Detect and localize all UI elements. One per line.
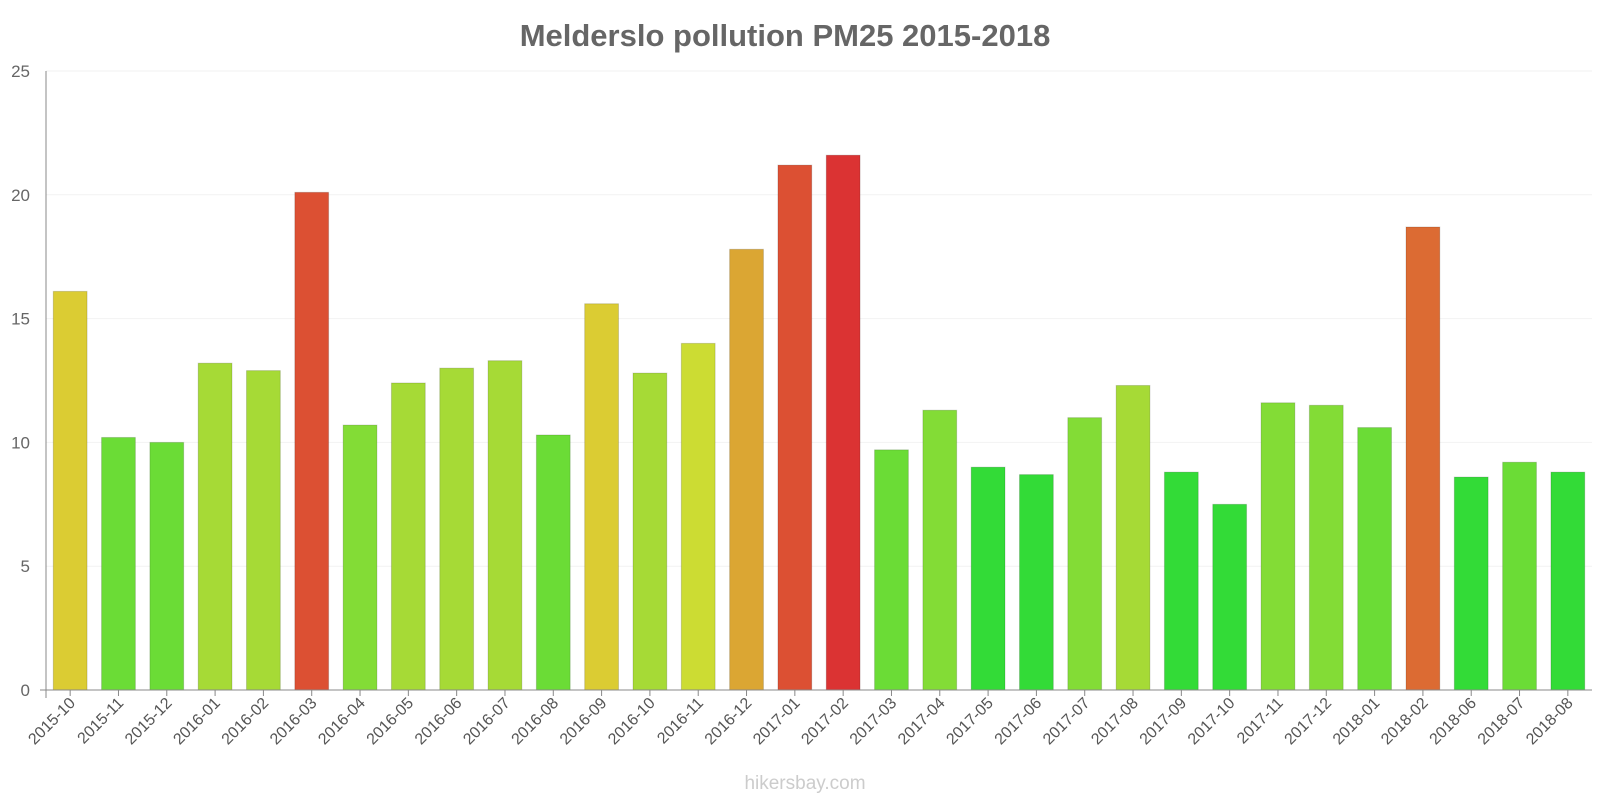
y-tick-label: 10 xyxy=(11,433,30,452)
bar-2018-02: 2018-02: 18.7 xyxy=(1405,226,1441,691)
x-tick-label: 2017-05 xyxy=(943,695,997,749)
bar-2017-02: 2017-02: 21.6 xyxy=(825,154,861,691)
x-tick-label: 2015-11 xyxy=(75,695,128,748)
y-tick-label: 5 xyxy=(21,557,30,576)
bar-2017-04: 2017-04: 11.3 xyxy=(922,409,958,691)
x-tick-label: 2016-03 xyxy=(267,695,321,749)
bar-2017-01: 2017-01: 21.2 xyxy=(777,164,813,691)
x-tick-label: 2018-01 xyxy=(1330,695,1384,749)
x-tick-label: 2016-04 xyxy=(315,695,369,749)
x-tick-label: 2018-08 xyxy=(1523,695,1577,749)
bar-2016-10: 2016-10: 12.8 xyxy=(632,372,668,691)
bar-2016-08: 2016-08: 10.3 xyxy=(535,434,571,691)
bar-2018-06: 2018-06: 8.6 xyxy=(1453,476,1489,691)
x-tick-label: 2017-01 xyxy=(750,695,804,749)
x-tick-label: 2017-09 xyxy=(1137,695,1191,749)
y-tick-label: 20 xyxy=(11,186,30,205)
y-tick-label: 25 xyxy=(11,62,30,81)
x-tick-label: 2017-02 xyxy=(798,695,852,749)
x-axis-ticks: 2015-102015-112015-122016-012016-022016-… xyxy=(25,690,1577,749)
bar-2017-05: 2017-05: 9 xyxy=(970,466,1006,691)
x-tick-label: 2016-08 xyxy=(509,695,563,749)
bar-2017-06: 2017-06: 8.7 xyxy=(1018,474,1054,691)
bar-2017-09: 2017-09: 8.8 xyxy=(1163,471,1199,691)
x-tick-label: 2017-08 xyxy=(1088,695,1142,749)
x-tick-label: 2017-03 xyxy=(847,695,901,749)
x-tick-label: 2016-09 xyxy=(557,695,611,749)
bar-2018-08: 2018-08: 8.8 xyxy=(1550,471,1586,691)
x-tick-label: 2017-12 xyxy=(1282,695,1336,749)
bar-2016-01: 2016-01: 13.2 xyxy=(197,362,233,691)
x-tick-label: 2015-12 xyxy=(122,695,176,749)
x-tick-label: 2016-07 xyxy=(460,695,514,749)
x-tick-label: 2017-11 xyxy=(1234,695,1287,748)
bar-2017-03: 2017-03: 9.7 xyxy=(874,449,909,691)
bar-2016-04: 2016-04: 10.7 xyxy=(342,424,378,691)
bar-2018-01: 2018-01: 10.6 xyxy=(1357,427,1393,691)
bar-2015-12: 2015-12: 10 xyxy=(149,441,185,691)
x-tick-label: 2016-05 xyxy=(364,695,418,749)
x-tick-label: 2016-12 xyxy=(702,695,756,749)
x-tick-label: 2017-07 xyxy=(1040,695,1094,749)
x-tick-label: 2016-10 xyxy=(605,695,659,749)
bar-2016-07: 2016-07: 13.3 xyxy=(487,360,523,691)
bar-2016-02: 2016-02: 12.9 xyxy=(245,370,281,691)
y-tick-label: 0 xyxy=(21,681,30,700)
bar-2016-06: 2016-06: 13 xyxy=(439,367,475,691)
chart-title: Melderslo pollution PM25 2015-2018 xyxy=(520,18,1051,53)
watermark-credit: hikersbay.com xyxy=(744,773,865,794)
bar-2016-09: 2016-09: 15.6 xyxy=(584,303,620,691)
bar-2017-07: 2017-07: 11 xyxy=(1067,417,1103,691)
x-tick-label: 2016-11 xyxy=(654,695,707,748)
x-tick-label: 2016-06 xyxy=(412,695,466,749)
bar-2015-11: 2015-11: 10.2 xyxy=(101,436,136,691)
x-tick-label: 2017-06 xyxy=(992,695,1046,749)
bar-2015-10: 2015-10: 16.1 xyxy=(52,290,88,691)
x-tick-label: 2016-01 xyxy=(170,695,224,749)
bar-2017-10: 2017-10: 7.5 xyxy=(1212,503,1248,691)
bar-2017-11: 2017-11: 11.6 xyxy=(1260,402,1296,691)
bars: 2015-10: 16.1 2015-11: 10.2 2015-12: 10 201… xyxy=(52,154,1586,691)
bar-2017-12: 2017-12: 11.5 xyxy=(1308,404,1344,691)
bar-2016-05: 2016-05: 12.4 xyxy=(390,382,426,691)
x-tick-label: 2015-10 xyxy=(25,695,79,749)
bar-2016-12: 2016-12: 17.8 xyxy=(729,248,764,691)
bar-2016-11: 2016-11: 14 xyxy=(680,342,716,691)
x-tick-label: 2017-10 xyxy=(1185,695,1239,749)
x-tick-label: 2016-02 xyxy=(219,695,273,749)
x-tick-label: 2017-04 xyxy=(895,695,949,749)
x-tick-label: 2018-07 xyxy=(1475,695,1529,749)
bar-2018-07: 2018-07: 9.2 xyxy=(1502,461,1537,691)
bar-2016-03: 2016-03: 20.1 xyxy=(294,191,330,691)
x-tick-label: 2018-06 xyxy=(1427,695,1481,749)
x-tick-label: 2018-02 xyxy=(1378,695,1432,749)
bar-2017-08: 2017-08: 12.3 xyxy=(1115,384,1151,691)
y-tick-label: 15 xyxy=(11,310,30,329)
y-axis-ticks: 0 5 10 15 20 25 xyxy=(11,62,30,700)
